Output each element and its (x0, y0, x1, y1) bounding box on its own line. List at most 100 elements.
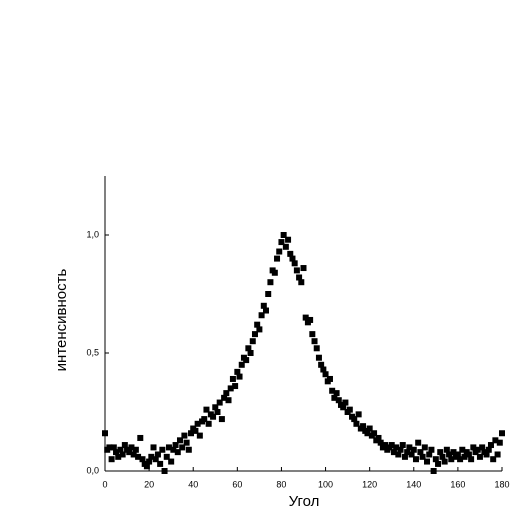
point (221, 394, 228, 401)
point (487, 442, 494, 449)
point (247, 350, 254, 356)
point (302, 314, 309, 321)
point (196, 432, 203, 439)
y-tick-label: 1,0 (86, 229, 99, 239)
point (307, 316, 314, 323)
point (406, 444, 413, 451)
y-tick-label: 0,5 (86, 347, 99, 357)
x-tick-label: 0 (102, 479, 107, 489)
point (404, 449, 411, 456)
point (148, 453, 155, 460)
point (135, 453, 142, 460)
point (474, 446, 481, 453)
point (203, 406, 210, 413)
x-tick-label: 100 (318, 479, 333, 489)
point (450, 449, 457, 456)
point (139, 456, 146, 463)
point (216, 399, 223, 406)
point (443, 446, 450, 453)
x-axis-label: Угол (289, 493, 320, 510)
point (499, 430, 505, 437)
point (360, 423, 367, 430)
point (377, 439, 384, 446)
point (390, 449, 397, 456)
point (150, 444, 157, 451)
point (340, 404, 347, 411)
point (210, 413, 217, 420)
point (201, 416, 208, 423)
point (432, 456, 439, 463)
point (126, 449, 133, 456)
point (435, 460, 442, 467)
point (285, 236, 292, 243)
point (454, 451, 461, 458)
x-tick-label: 40 (188, 479, 198, 489)
point (353, 420, 360, 427)
point (170, 446, 177, 453)
point (102, 430, 108, 437)
x-tick-label: 20 (144, 479, 154, 489)
point (364, 430, 371, 437)
point (437, 449, 444, 456)
point (265, 291, 272, 297)
point (218, 416, 225, 423)
x-tick-label: 80 (276, 479, 286, 489)
point (256, 326, 263, 333)
point (448, 456, 455, 463)
point (313, 345, 320, 352)
point (296, 274, 303, 281)
point (271, 269, 278, 276)
point (154, 451, 161, 458)
point (424, 458, 431, 465)
point (322, 371, 329, 378)
point (232, 383, 239, 390)
point (172, 442, 179, 449)
point (108, 456, 115, 463)
point (300, 265, 307, 272)
point (326, 375, 333, 382)
point (415, 439, 422, 446)
point (287, 250, 294, 257)
point (128, 444, 135, 451)
point (355, 411, 362, 418)
x-tick-label: 60 (232, 479, 242, 489)
point (181, 432, 188, 439)
point (238, 361, 245, 368)
point (289, 255, 296, 262)
point (430, 468, 437, 474)
point (280, 232, 287, 238)
point (168, 458, 175, 465)
point (393, 444, 400, 451)
y-tick-label: 0,0 (86, 465, 99, 475)
point (311, 338, 318, 345)
point (274, 255, 281, 262)
point (382, 442, 389, 449)
point (243, 357, 250, 364)
point (119, 451, 126, 458)
point (146, 458, 153, 465)
point (106, 444, 113, 451)
point (113, 449, 120, 456)
point (194, 420, 201, 427)
point (318, 361, 325, 368)
point (329, 387, 336, 394)
point (278, 239, 285, 246)
point (249, 338, 256, 345)
point (174, 449, 181, 456)
point (115, 453, 122, 460)
point (183, 439, 190, 446)
point (428, 446, 435, 453)
point (485, 446, 492, 453)
point (298, 279, 305, 286)
point (331, 394, 338, 401)
point (412, 456, 419, 463)
point (229, 375, 236, 382)
point (470, 444, 477, 451)
point (490, 456, 497, 463)
point (375, 434, 382, 441)
point (320, 366, 327, 373)
point (439, 453, 446, 460)
point (371, 430, 378, 437)
point (143, 463, 150, 470)
